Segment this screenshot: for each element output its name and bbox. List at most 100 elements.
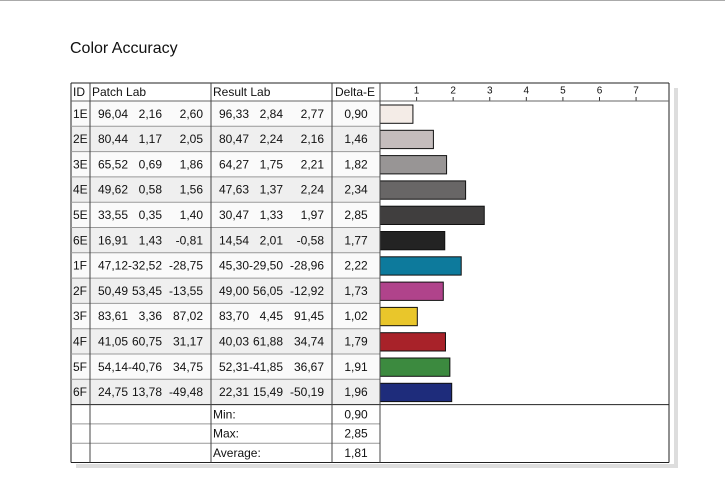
x-tick-label: 6 [597,86,603,97]
result-lab: -28,96 [290,259,324,273]
row-bg [71,126,380,152]
row-bg [71,151,380,177]
result-lab: 47,63 [219,183,249,197]
row-id: 3E [73,157,88,171]
summary-value: 1,81 [344,446,368,460]
table: ID Patch Lab Result Lab Delta-E 1 2 3 4 5 6 7 1E 96,… [70,82,670,463]
result-lab: 61,88 [253,335,283,349]
summary-label: Max: [213,427,239,441]
patch-lab: 83,61 [98,309,128,323]
patch-lab: 49,62 [98,183,128,197]
result-lab: 91,45 [294,309,324,323]
patch-lab: 80,44 [98,132,128,146]
patch-lab: 87,02 [173,309,203,323]
column-header: Delta-E [335,85,375,99]
row-id: 2E [73,132,88,146]
patch-lab: -28,75 [169,259,203,273]
result-lab: 64,27 [219,157,249,171]
summary-label: Average: [213,446,261,460]
patch-lab: 53,45 [132,284,162,298]
row-id: 6F [73,385,87,399]
bar [379,382,453,403]
patch-lab: 1,86 [180,157,204,171]
row-bg [71,303,380,329]
patch-lab: 0,58 [139,183,163,197]
row-bg [71,328,380,354]
delta-e: 1,02 [344,309,368,323]
result-lab: 2,24 [301,183,325,197]
row-id: 1E [73,107,88,121]
x-tick-label: 5 [560,86,566,97]
bar [379,129,434,150]
row-bg [71,176,380,203]
delta-e: 2,34 [344,183,368,197]
patch-lab: 33,55 [98,208,128,222]
result-lab: 1,33 [260,208,284,222]
bar [379,205,485,225]
result-lab: 80,47 [219,132,249,146]
row-id: 4E [73,183,88,197]
bar [379,306,418,327]
patch-lab: -0,81 [176,233,204,247]
row-id: 6E [73,233,88,247]
bar [379,104,414,124]
patch-lab: 3,36 [139,309,163,323]
result-lab: 1,37 [260,183,284,197]
patch-lab: 0,35 [139,208,163,222]
row-id: 4F [73,335,87,349]
patch-lab: 24,75 [98,385,128,399]
result-lab: 22,31 [219,385,249,399]
result-lab: 15,49 [253,385,283,399]
result-lab: 30,47 [219,208,249,222]
delta-e: 2,22 [344,259,368,273]
patch-lab: -49,48 [169,385,203,399]
result-lab: -50,19 [290,385,324,399]
shadow [674,88,678,468]
patch-lab: 50,49 [98,284,128,298]
row-bg [71,227,380,253]
patch-lab: 41,05 [98,335,128,349]
result-lab: 83,70 [219,309,249,323]
patch-lab: 2,16 [139,107,163,121]
bar [379,332,446,352]
row-id: 5F [73,360,87,374]
delta-e: 0,90 [344,107,368,121]
patch-lab: 47,12 [98,259,128,273]
result-lab: 1,75 [260,157,284,171]
result-lab: 45,30 [219,259,249,273]
result-lab: 56,05 [253,284,283,298]
column-header: ID [73,85,85,99]
delta-e: 1,82 [344,157,368,171]
result-lab: 4,45 [260,309,284,323]
patch-lab: 1,17 [139,132,163,146]
x-tick-label: 7 [633,86,639,97]
x-tick-label: 3 [487,86,493,97]
result-lab: 40,03 [219,335,249,349]
patch-lab: -32,52 [128,259,162,273]
patch-lab: 31,17 [173,335,203,349]
delta-e: 1,46 [344,132,368,146]
patch-lab: 2,05 [180,132,204,146]
bar [379,256,462,276]
x-tick-label: 2 [450,86,456,97]
patch-lab: 0,69 [139,157,163,171]
result-lab: 52,31 [219,360,249,374]
patch-lab: 96,04 [98,107,128,121]
patch-lab: 13,78 [132,385,162,399]
bar [379,281,444,301]
result-lab: -29,50 [249,259,283,273]
summary-label: Min: [213,407,236,421]
result-lab: -0,58 [297,233,325,247]
result-lab: 2,21 [301,157,325,171]
bar [379,231,446,251]
result-lab: -41,85 [249,360,283,374]
result-lab: 36,67 [294,360,324,374]
row-id: 5E [73,208,88,222]
result-lab: 49,00 [219,284,249,298]
row-bg [71,379,380,405]
row-bg [71,354,380,380]
bar [379,180,467,200]
delta-e: 1,79 [344,335,368,349]
delta-e: 1,96 [344,385,368,399]
patch-lab: 16,91 [98,233,128,247]
